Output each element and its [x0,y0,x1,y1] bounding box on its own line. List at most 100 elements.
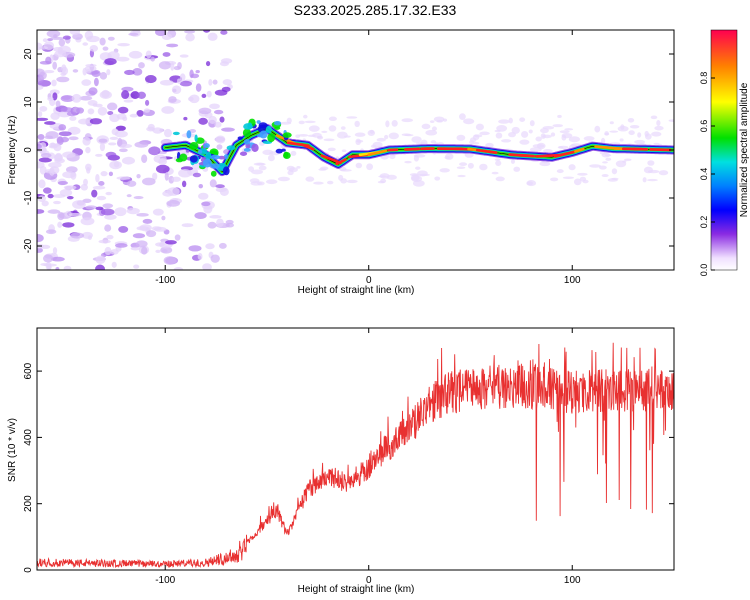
spectrogram-noise-blob [40,244,51,249]
spectrogram-halo-blob [280,121,292,125]
spectrogram-noise-blob [116,56,130,62]
spectrogram-noise-blob [68,136,79,141]
spectrogram-noise-blob [203,204,213,214]
spectrogram-halo-blob [495,176,505,182]
spectrogram-halo-blob [433,116,445,122]
spectrogram-noise-blob [101,89,110,98]
spectrogram-noise-blob [85,205,98,210]
spectrogram-noise-blob [37,134,45,140]
spectrogram-transition-blob [205,151,212,161]
spectrogram-noise-blob [53,143,62,152]
spectrogram-halo-blob [513,166,521,172]
spectrogram-noise-blob [91,189,98,198]
spectrogram-halo-blob [604,154,612,157]
spectrogram-noise-blob [209,103,220,110]
spectrogram-halo-blob [369,129,375,134]
spectrogram-noise-blob [51,79,57,87]
spectrogram-halo-blob [412,179,425,187]
spectrogram-noise-blob [47,209,61,214]
spectrogram-halo-blob [323,138,335,142]
spectrogram-halo-blob [467,162,474,169]
spectrogram-ridge [160,118,674,177]
spectrogram-noise-blob [39,71,47,80]
spectrogram-noise-blob [209,215,222,219]
spectrogram-halo-blob [589,164,602,168]
spectrogram-halo-blob [573,178,582,186]
spectrogram-noise-blob [79,95,93,101]
colorbar: 0.0 0.2 0.4 0.6 0.8 Normalized spectral ampl… [699,29,750,276]
spectrogram-halo-blob [445,153,454,160]
spectrogram-halo-blob [385,120,390,128]
spectrogram-noise-blob [47,96,54,101]
spectrogram-noise-blob [71,93,82,103]
spectrogram-noise-blob [152,208,164,216]
spectrogram-noise-blob [126,207,140,215]
spectrogram-noise-blob [179,54,189,58]
spectrogram-noise-blob [128,50,143,59]
spectrogram-noise-blob [49,89,60,96]
spectrogram-noise-blob [150,56,155,62]
spectrogram-halo-blob [643,166,654,174]
spectrogram-noise-blob [214,109,224,115]
spectrogram-noise-blob [98,239,111,244]
spectrogram-noise-blob [56,136,64,146]
spectrogram-halo-blob [298,120,305,125]
spectrogram-noise-blob [37,161,45,169]
spectrogram-noise-blob [61,64,67,73]
spectrogram-noise-blob [184,30,196,34]
spectrogram-noise-blob [185,33,195,42]
spectrogram-noise-blob [216,218,224,228]
spectrogram-halo-blob [378,175,387,178]
spectrogram-noise-blob [64,210,72,218]
spectrogram-noise-blob [45,261,52,270]
spectrogram-transition-blob [197,149,203,154]
spectrogram-noise-blob [142,177,156,186]
spectrogram-noise-blob [88,87,98,95]
spectrogram-halo-blob [354,132,366,137]
spectrogram-halo-blob [485,142,494,148]
spectrogram-halo-blob [327,147,336,152]
spectrogram-noise-blob [155,242,165,247]
spectrogram-halo-blob [249,178,260,184]
spectrogram-noise-blob [37,143,42,150]
spectrogram-halo-blob [510,159,515,164]
spectrogram-transition-blob [258,122,268,129]
spectrogram-halo-blob [495,160,502,166]
spectrogram-noise-blob [209,179,217,188]
spectrogram-halo-blob [627,117,635,123]
colorbar-gradient [711,30,737,270]
spectrogram-noise-blob [104,246,112,256]
spectrogram-noise-blob [86,166,91,174]
spectrogram-noise-blob [162,190,174,197]
spectrogram-noise-blob [84,65,97,72]
spectrogram-noise-blob [37,117,49,121]
spectrogram-noise-blob [113,161,120,168]
spectrogram-halo-blob [401,118,414,123]
spectrogram-transition-blob [194,134,198,142]
spectrogram-noise-blob [109,113,120,123]
spectrogram-halo-blob [607,178,618,182]
spectrogram-halo-blob [380,178,387,184]
spectrogram-noise-blob [126,194,132,198]
spectrogram-noise-blob [97,106,108,116]
spectrogram-noise-blob [195,70,200,74]
spectrogram-noise-blob [171,176,181,182]
spectrogram-noise-blob [43,121,56,125]
spectrogram-noise-blob [70,232,85,239]
spectrogram-halo-blob [557,114,562,119]
spectrogram-halo-blob [615,160,627,168]
spectrogram-noise-blob [99,37,106,46]
spectrogram-ridge-peak [335,158,347,166]
spectrogram-halo-blob [532,144,545,148]
spectrogram-noise-blob [81,79,92,86]
spectrogram-halo-blob [491,171,499,175]
spectrogram-halo-blob [425,129,438,136]
spectrogram-noise-blob [39,165,47,175]
spectrogram-transition-blob [265,125,272,134]
spectrogram-noise-blob [219,116,225,123]
colorbar-frame [710,29,738,271]
spectrogram-halo-blob [508,117,513,124]
spectrogram-noise-blob [92,103,98,107]
spectrogram-transition-blob [243,138,251,145]
spectrogram-halo-blob [456,134,466,141]
